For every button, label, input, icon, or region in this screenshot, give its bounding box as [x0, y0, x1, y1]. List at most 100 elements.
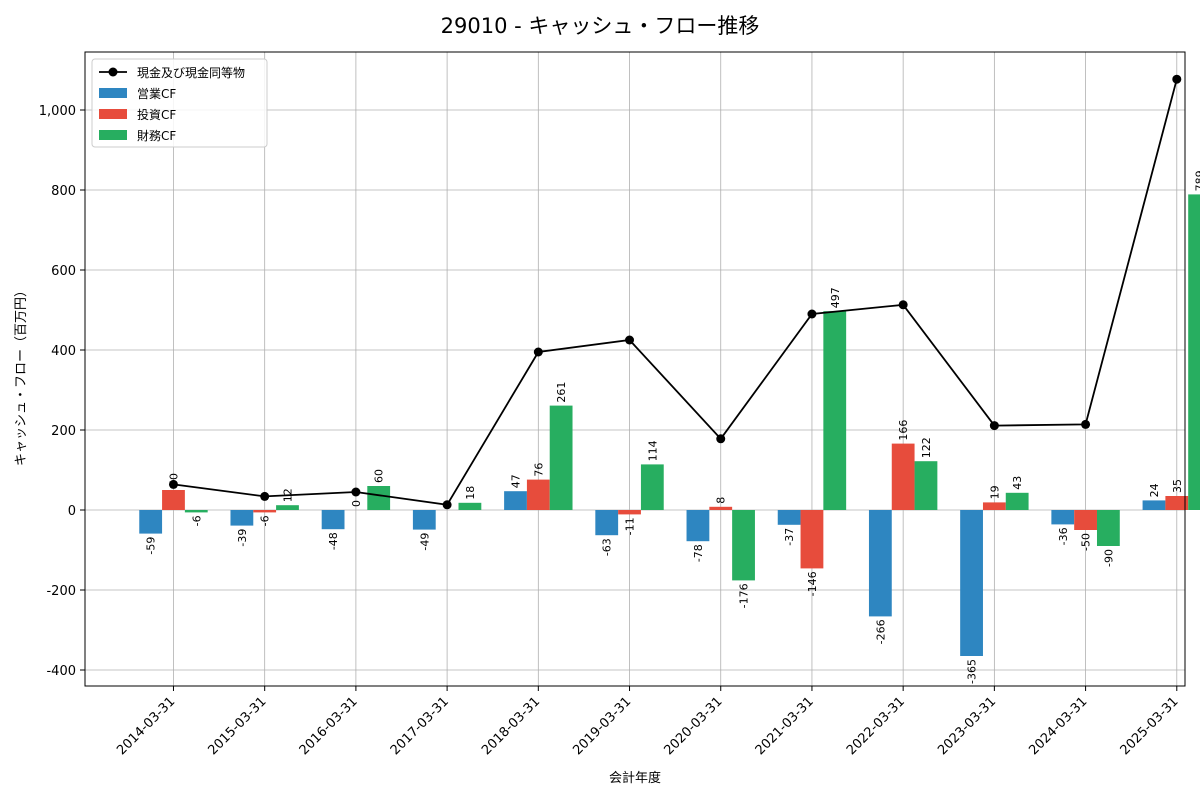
bar-投資CF — [800, 510, 824, 569]
data-label: 8 — [715, 497, 728, 504]
data-label: -146 — [806, 571, 819, 596]
x-tick-label: 2023-03-31 — [935, 694, 999, 758]
line-point — [351, 487, 361, 497]
bar-財務CF — [914, 461, 938, 510]
bar-財務CF — [276, 505, 299, 510]
x-tick-label: 2022-03-31 — [844, 694, 908, 758]
data-label: -176 — [738, 583, 751, 608]
data-label: -63 — [601, 538, 614, 556]
line-point — [989, 421, 999, 431]
bar-財務CF — [732, 510, 755, 581]
legend-swatch — [99, 88, 127, 98]
y-tick-label: -400 — [46, 664, 76, 679]
data-label: -11 — [624, 517, 637, 535]
x-axis-label: 会計年度 — [609, 770, 661, 786]
bar-財務CF — [184, 510, 208, 513]
bar-財務CF — [549, 405, 573, 510]
data-label: -49 — [418, 533, 431, 551]
bar-投資CF — [1074, 510, 1097, 530]
x-tick-label: 2020-03-31 — [662, 694, 726, 758]
x-tick-label: 2019-03-31 — [570, 694, 634, 758]
bar-営業CF — [412, 510, 436, 530]
line-layer — [168, 74, 1182, 510]
data-label: 261 — [555, 382, 568, 403]
line-point — [807, 309, 817, 319]
data-label: -6 — [259, 515, 272, 526]
bar-財務CF — [1005, 492, 1029, 510]
bar-財務CF — [640, 464, 664, 510]
x-tick-label: 2017-03-31 — [388, 694, 452, 758]
chart-title: 29010 - キャッシュ・フロー推移 — [441, 14, 760, 38]
y-tick-label: 0 — [68, 504, 76, 519]
data-label: 43 — [1011, 476, 1024, 490]
data-label: 76 — [532, 463, 545, 477]
bars-layer — [139, 194, 1200, 656]
data-label: -78 — [692, 544, 705, 562]
x-tick-label: 2025-03-31 — [1118, 694, 1182, 758]
grid-layer — [85, 52, 1185, 686]
bar-営業CF — [777, 510, 801, 525]
line-point — [442, 500, 452, 510]
data-label: -48 — [327, 532, 340, 550]
data-label: 35 — [1171, 479, 1184, 493]
data-labels-layer: -59 -39 -48 -49 47 -63 -78 -37 -266 -365 -36 24 50 -6… — [145, 170, 1200, 684]
data-label: 0 — [350, 500, 363, 507]
plot-frame — [84, 51, 1186, 687]
data-label: 19 — [988, 485, 1001, 499]
bar-財務CF — [367, 486, 391, 510]
legend-label: 営業CF — [137, 87, 176, 101]
data-label: -6 — [190, 515, 203, 526]
legend-label: 財務CF — [137, 128, 176, 143]
bar-投資CF — [162, 490, 185, 510]
legend-box — [91, 58, 268, 148]
bar-投資CF — [982, 502, 1006, 510]
bar-投資CF — [1165, 496, 1189, 510]
data-label: -36 — [1057, 527, 1070, 545]
bar-財務CF — [1188, 194, 1200, 510]
x-tick-label: 2016-03-31 — [297, 694, 361, 758]
data-label: -50 — [1080, 533, 1093, 551]
bar-財務CF — [823, 311, 847, 510]
bar-投資CF — [618, 510, 641, 515]
data-label: 18 — [464, 486, 477, 500]
line-point — [168, 479, 178, 489]
bar-営業CF — [321, 510, 345, 530]
line-point — [898, 300, 908, 310]
y-axis-label: キャッシュ・フロー（百万円） — [14, 284, 29, 466]
line-point — [1172, 74, 1182, 84]
x-tick-label: 2015-03-31 — [205, 694, 269, 758]
y-tick-label: 1,000 — [39, 104, 76, 119]
data-label: 60 — [373, 469, 386, 483]
data-label: 114 — [646, 440, 659, 461]
bar-投資CF — [526, 479, 550, 510]
data-label: -59 — [145, 537, 158, 555]
bar-営業CF — [960, 510, 983, 656]
bar-投資CF — [253, 510, 277, 513]
bar-営業CF — [230, 510, 254, 526]
data-label: 166 — [897, 420, 910, 441]
data-label: -365 — [966, 659, 979, 684]
line-point — [1081, 419, 1091, 429]
bar-営業CF — [139, 510, 163, 534]
bar-投資CF — [891, 443, 915, 510]
data-label: 47 — [510, 474, 523, 488]
legend-swatch — [99, 109, 127, 119]
y-tick-label: -200 — [46, 584, 76, 599]
bar-営業CF — [1051, 510, 1075, 525]
bar-営業CF — [504, 491, 527, 510]
line-point — [716, 434, 726, 444]
x-tick-label: 2018-03-31 — [479, 694, 543, 758]
bar-営業CF — [1142, 500, 1166, 510]
data-label: 122 — [920, 437, 933, 458]
data-label: 497 — [829, 287, 842, 308]
data-label: -90 — [1102, 549, 1115, 567]
line-point — [533, 347, 543, 357]
bar-営業CF — [686, 510, 710, 542]
x-tick-label: 2014-03-31 — [114, 694, 178, 758]
legend-swatch — [99, 130, 127, 140]
y-tick-label: 600 — [51, 264, 76, 279]
